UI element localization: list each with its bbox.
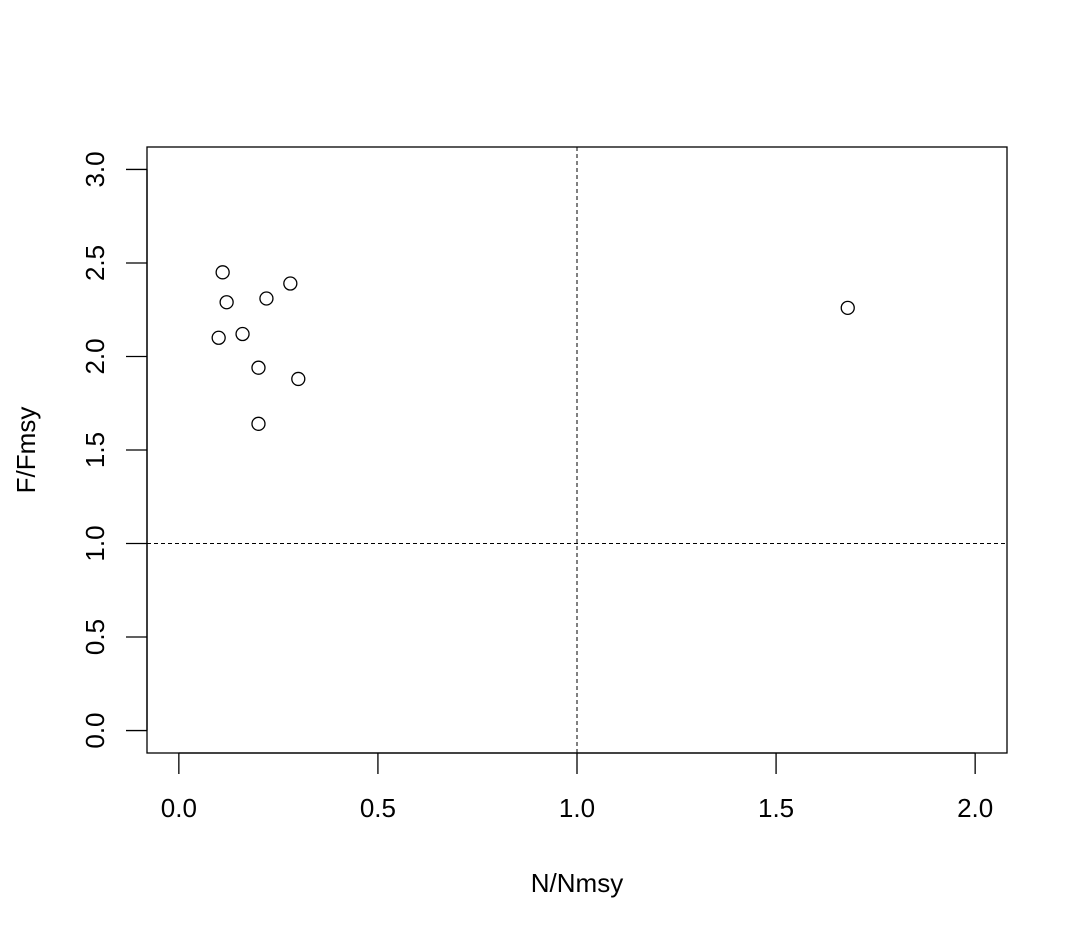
x-axis: 0.0 0.5 1.0 1.5 2.0: [161, 752, 993, 823]
x-axis-title: N/Nmsy: [531, 868, 623, 898]
y-tick-label: 2.5: [80, 245, 110, 281]
data-point: [259, 291, 274, 306]
y-tick-label: 0.5: [80, 619, 110, 655]
x-tick-label: 1.0: [559, 793, 595, 823]
data-point: [235, 326, 250, 342]
data-point: [283, 276, 298, 291]
reference-lines: [147, 147, 1007, 753]
y-tick-label: 1.5: [80, 432, 110, 468]
y-tick-label: 2.0: [80, 338, 110, 374]
x-tick-label: 1.5: [758, 793, 794, 823]
y-tick-label: 1.0: [80, 525, 110, 561]
x-tick-label: 2.0: [957, 793, 993, 823]
data-point: [251, 416, 266, 431]
data-point: [840, 300, 855, 316]
y-tick-label: 0.0: [80, 712, 110, 748]
data-point: [211, 330, 226, 345]
y-tick-label: 3.0: [80, 151, 110, 187]
data-point: [219, 295, 234, 310]
data-point: [291, 371, 306, 387]
x-tick-label: 0.0: [161, 793, 197, 823]
x-tick-label: 0.5: [360, 793, 396, 823]
data-point: [215, 265, 230, 280]
y-axis: 0.0 0.5 1.0 1.5 2.0 2.5 3.0: [80, 151, 148, 749]
data-points: [211, 265, 855, 431]
data-point: [251, 360, 266, 375]
y-axis-title: F/Fmsy: [11, 407, 41, 494]
